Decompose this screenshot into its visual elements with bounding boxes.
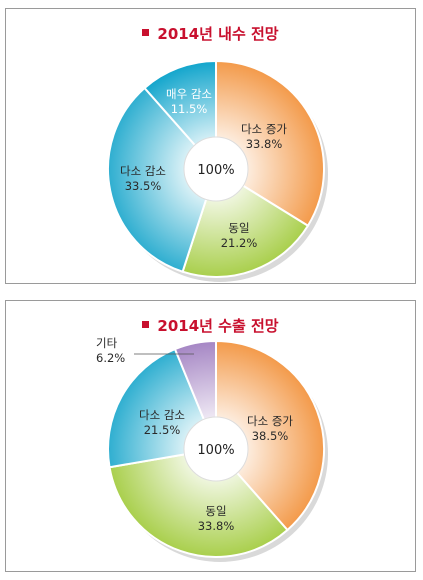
slice-label-다소-감소: 다소 감소 <box>120 164 166 178</box>
slice-value-다소-감소: 33.5% <box>125 179 162 193</box>
slice-value-동일: 21.2% <box>221 236 258 250</box>
chart-title: 2014년 수출 전망 <box>6 315 415 336</box>
slice-value-다소-감소: 21.5% <box>144 423 181 437</box>
slice-label-다소-감소: 다소 감소 <box>139 408 185 422</box>
slice-value-동일: 33.8% <box>198 519 235 533</box>
chart-title: 2014년 내수 전망 <box>6 23 415 44</box>
chart-title-text: 2014년 내수 전망 <box>157 25 279 43</box>
export-forecast-panel: 2014년 수출 전망 100% 다소 증가 38.5% 동일 33.8% 다소 감소 21… <box>5 300 416 572</box>
slice-label-다소-증가: 다소 증가 <box>241 122 287 136</box>
slice-label-동일: 동일 <box>228 221 249 235</box>
center-total-label: 100% <box>197 163 234 178</box>
pie-center <box>183 416 249 482</box>
title-bullet-icon <box>142 321 150 328</box>
title-bullet-icon <box>142 29 150 36</box>
slice-value-기타: 6.2% <box>96 351 125 365</box>
slice-value-다소-증가: 33.8% <box>246 137 283 151</box>
slice-label-동일: 동일 <box>205 504 226 518</box>
pie-center <box>183 136 249 202</box>
slice-label-기타: 기타 <box>96 336 118 350</box>
slice-value-매우-감소: 11.5% <box>171 102 208 116</box>
slice-value-다소-증가: 38.5% <box>252 429 289 443</box>
pie-slice-다소-증가 <box>215 339 325 532</box>
pie-slice-동일 <box>108 447 289 558</box>
pie-slice-다소-감소 <box>107 86 218 273</box>
slice-label-다소-증가: 다소 증가 <box>247 414 293 428</box>
chart-title-text: 2014년 수출 전망 <box>157 317 279 335</box>
domestic-forecast-panel: 2014년 내수 전망 100% 다소 증가 33.8% 동일 21.2% 다소 감소 33… <box>5 8 416 284</box>
center-total-label: 100% <box>197 443 234 458</box>
slice-label-매우-감소: 매우 감소 <box>166 87 212 101</box>
